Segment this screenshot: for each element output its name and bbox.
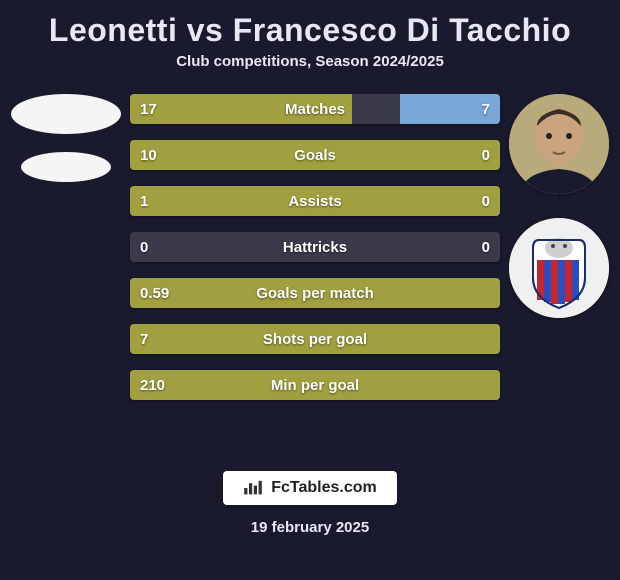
footer-date: 19 february 2025 — [251, 519, 369, 536]
player-left-avatar-placeholder — [11, 94, 121, 134]
stat-row: 210Min per goal — [130, 370, 500, 400]
stat-bars: 177Matches 100Goals 10Assists 0 0Hattricks 0.… — [126, 88, 504, 406]
stat-bar-left — [130, 324, 500, 354]
stat-bar-left — [130, 370, 500, 400]
left-avatar-column — [6, 88, 126, 182]
footer: FcTables.com 19 february 2025 — [0, 471, 620, 536]
comparison-content: 177Matches 100Goals 10Assists 0 0Hattricks 0.… — [0, 88, 620, 406]
stat-bar-left — [130, 278, 500, 308]
stat-value-left: 0 — [140, 232, 148, 262]
stat-bar-left — [130, 94, 352, 124]
club-crest-icon — [509, 218, 609, 318]
stat-row: 0.59Goals per match — [130, 278, 500, 308]
stat-value-right: 0 — [482, 232, 490, 262]
bar-chart-icon — [243, 480, 263, 496]
stat-row: 7Shots per goal — [130, 324, 500, 354]
page-title: Leonetti vs Francesco Di Tacchio — [0, 0, 620, 53]
person-icon — [509, 94, 609, 194]
stat-bar-right — [400, 94, 500, 124]
stat-row: 100Goals — [130, 140, 500, 170]
player-right-avatar — [509, 94, 609, 194]
stat-row: 10Assists — [130, 186, 500, 216]
stat-row: 0 0Hattricks — [130, 232, 500, 262]
right-avatar-column — [504, 88, 614, 318]
club-right-badge — [509, 218, 609, 318]
stat-bar-left — [130, 186, 500, 216]
stat-label: Hattricks — [130, 232, 500, 262]
stat-bar-left — [130, 140, 500, 170]
stat-row: 177Matches — [130, 94, 500, 124]
brand-label: FcTables.com — [271, 479, 377, 497]
brand-box[interactable]: FcTables.com — [223, 471, 397, 505]
subtitle: Club competitions, Season 2024/2025 — [0, 53, 620, 88]
club-left-badge-placeholder — [21, 152, 111, 182]
